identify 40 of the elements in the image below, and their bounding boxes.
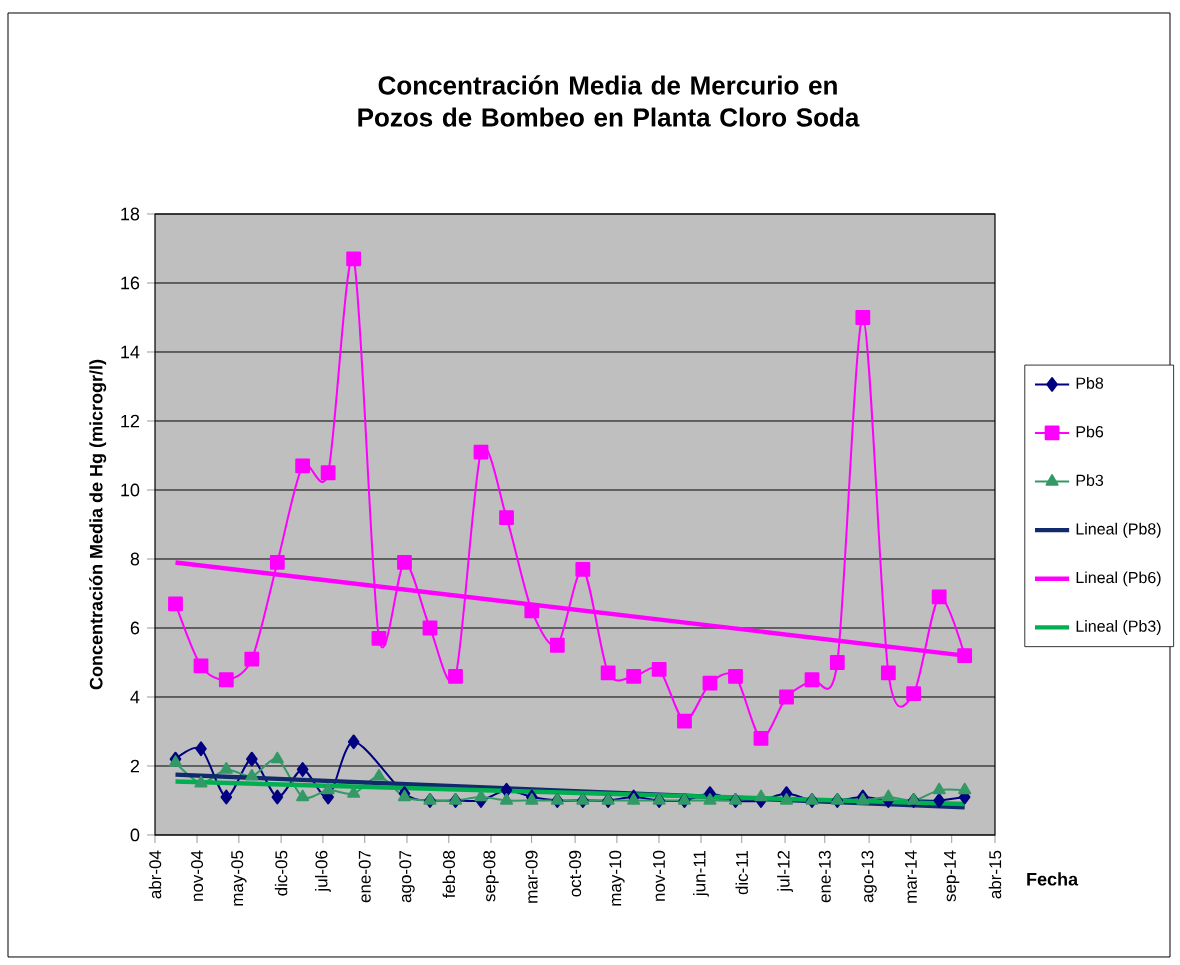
x-tick-label: dic-05	[274, 850, 288, 896]
chart-title: Concentración Media de Mercurio en Pozos de Bombeo en Planta Cloro Soda	[358, 75, 860, 127]
x-tick-label: ene-13	[818, 850, 831, 903]
legend-label: Lineal (Pb8)	[1076, 522, 1161, 538]
y-tick-label: 8	[130, 552, 140, 566]
x-tick-label: ene-07	[358, 850, 371, 903]
x-tick-label: dic-11	[735, 850, 748, 895]
legend-label: Lineal (Pb3)	[1076, 620, 1161, 635]
x-tick-label: sep-14	[944, 850, 960, 902]
x-tick-label: abr-15	[988, 850, 1002, 899]
y-tick-label: 6	[130, 621, 140, 635]
y-tick-label: 18	[121, 207, 140, 221]
x-tick-label: mar-09	[525, 850, 538, 903]
x-tick-label: oct-09	[569, 850, 582, 897]
y-tick-label: 2	[130, 759, 140, 773]
x-tick-label: sep-08	[483, 850, 499, 902]
y-tick-label: 14	[121, 345, 140, 359]
x-tick-label: nov-04	[191, 850, 204, 901]
x-axis-title: Fecha	[1027, 872, 1079, 886]
y-tick-label: 10	[121, 483, 140, 497]
x-tick-label: abr-04	[148, 850, 162, 899]
x-tick-label: feb-08	[442, 850, 456, 899]
y-tick-label: 4	[130, 690, 140, 704]
legend-label: Pb8	[1076, 377, 1104, 389]
x-tick-label: mar-14	[905, 850, 917, 903]
x-tick-label: jul-06	[314, 850, 331, 893]
x-tick-label: ago-07	[399, 850, 415, 903]
x-tick-label: ago-13	[861, 850, 877, 903]
x-tick-label: may-10	[609, 850, 625, 906]
y-tick-label: 16	[121, 276, 140, 290]
legend-label: Lineal (Pb6)	[1076, 571, 1161, 587]
y-axis-title: Concentración Media de Hg (microgr/l)	[89, 359, 107, 690]
legend-label: Pb6	[1076, 425, 1104, 438]
x-tick-label: jul-12	[777, 850, 793, 893]
x-tick-label: nov-10	[652, 850, 665, 901]
y-tick-label: 12	[121, 414, 140, 428]
legend-label: Pb3	[1076, 474, 1104, 487]
y-tick-label: 0	[130, 828, 140, 842]
x-tick-label: jun-11	[693, 850, 709, 897]
x-tick-label: may-05	[231, 850, 247, 906]
